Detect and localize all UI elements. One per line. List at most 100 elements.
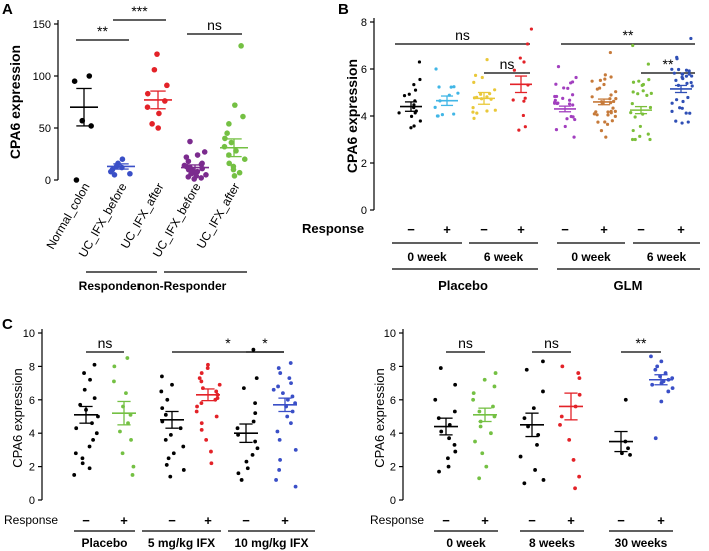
- data-point: [631, 128, 635, 133]
- panel-b-response-sign: −: [637, 222, 645, 237]
- data-point: [640, 83, 644, 87]
- data-point: [606, 113, 610, 117]
- c1-response-sign: +: [281, 513, 289, 528]
- data-point: [477, 409, 482, 414]
- data-point: [670, 386, 675, 391]
- data-point: [611, 106, 615, 110]
- data-point: [72, 473, 77, 477]
- data-point: [637, 79, 641, 83]
- data-point: [558, 422, 562, 427]
- data-point: [287, 376, 292, 380]
- data-point: [149, 121, 155, 127]
- c1-response-sign: +: [204, 513, 212, 528]
- panel-b-significance-label: **: [663, 56, 674, 72]
- data-point: [87, 466, 92, 471]
- data-point: [275, 429, 280, 434]
- panel-c-right-ylabel: CPA6 expression: [372, 368, 387, 467]
- data-point: [112, 379, 116, 384]
- data-point: [522, 99, 526, 103]
- data-point: [236, 471, 241, 476]
- data-point: [118, 429, 122, 434]
- data-point: [571, 458, 576, 462]
- c2-y-tick-label: 6: [390, 395, 396, 407]
- data-point: [446, 456, 450, 461]
- data-point: [524, 367, 529, 372]
- data-point: [473, 73, 478, 77]
- data-point: [666, 389, 671, 394]
- panel-b-response-sign: +: [600, 222, 608, 237]
- data-point: [452, 442, 457, 447]
- data-point: [554, 128, 559, 132]
- data-point: [484, 464, 489, 469]
- c2-group-label: 0 week: [446, 536, 486, 550]
- data-point: [290, 409, 295, 414]
- data-point: [633, 115, 637, 119]
- data-point: [452, 112, 456, 116]
- data-point: [92, 396, 97, 401]
- data-point: [112, 364, 117, 369]
- data-point: [606, 110, 610, 114]
- c2-significance-label: **: [636, 335, 647, 351]
- data-point: [181, 468, 186, 472]
- data-point: [567, 437, 572, 442]
- data-point: [418, 77, 422, 82]
- data-point: [78, 402, 83, 407]
- data-point: [641, 89, 645, 93]
- data-point: [170, 382, 174, 387]
- c2-response-sign: −: [528, 513, 536, 528]
- data-point: [630, 101, 634, 106]
- data-point: [523, 125, 527, 129]
- data-point: [681, 99, 685, 104]
- data-point: [278, 371, 283, 375]
- data-point: [285, 397, 290, 402]
- panel-b-letter: B: [338, 1, 349, 18]
- data-point: [561, 96, 565, 100]
- data-point: [630, 137, 635, 142]
- data-point: [409, 114, 414, 118]
- data-point: [633, 137, 637, 142]
- data-point: [556, 65, 561, 69]
- data-point: [271, 387, 276, 392]
- c1-response-sign: −: [168, 513, 176, 528]
- data-point: [631, 80, 636, 84]
- data-point: [417, 60, 422, 64]
- c1-response-sign: −: [242, 513, 250, 528]
- data-point: [159, 389, 164, 394]
- data-point: [670, 109, 674, 113]
- panel-a-significance-label: ns: [207, 17, 222, 33]
- data-point: [577, 474, 582, 479]
- data-point: [289, 381, 293, 385]
- data-point: [151, 66, 158, 73]
- panel-a-significance-label: ***: [131, 3, 148, 19]
- data-point: [512, 68, 516, 72]
- data-point: [254, 376, 259, 380]
- c1-significance-label: *: [225, 335, 231, 351]
- a-y-tick-label: 100: [33, 71, 51, 83]
- data-point: [245, 466, 250, 471]
- data-point: [397, 111, 401, 115]
- data-point: [541, 389, 545, 394]
- data-point: [277, 468, 282, 472]
- data-point: [555, 101, 559, 106]
- c1-y-tick-label: 0: [29, 495, 35, 507]
- data-point: [485, 109, 489, 113]
- data-point: [129, 437, 133, 442]
- data-point: [162, 98, 168, 104]
- data-point: [171, 451, 176, 456]
- data-point: [674, 119, 678, 123]
- data-point: [209, 461, 214, 466]
- data-point: [603, 73, 607, 77]
- data-point: [686, 120, 690, 124]
- data-point: [525, 42, 530, 46]
- data-point: [690, 74, 694, 78]
- data-point: [163, 437, 168, 442]
- c2-response-sign: −: [442, 513, 450, 528]
- data-point: [521, 113, 525, 118]
- data-point: [605, 122, 610, 126]
- data-point: [199, 427, 204, 432]
- data-point: [71, 78, 78, 84]
- data-point: [533, 468, 537, 472]
- data-point: [604, 135, 608, 139]
- data-point: [165, 397, 170, 402]
